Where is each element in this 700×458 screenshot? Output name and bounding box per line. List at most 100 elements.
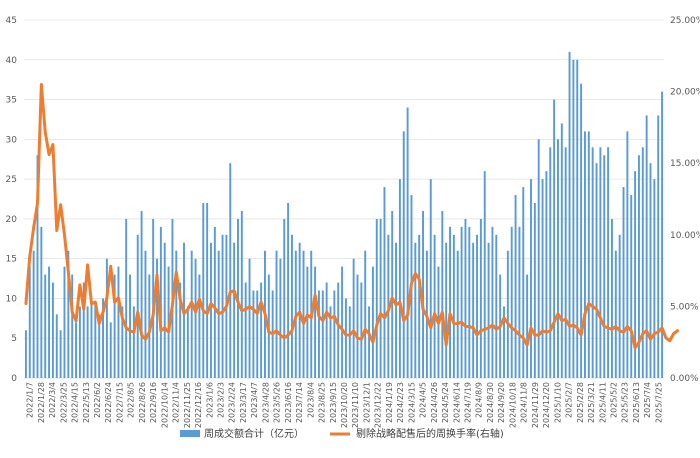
bar bbox=[398, 179, 401, 378]
left-tick-label: 5 bbox=[11, 334, 17, 344]
bar bbox=[202, 202, 205, 378]
bar bbox=[213, 226, 216, 378]
bar bbox=[383, 187, 386, 378]
left-tick-label: 0 bbox=[11, 374, 17, 384]
x-tick-label: 2022/11/25 bbox=[183, 382, 192, 428]
bar bbox=[275, 250, 278, 378]
bar bbox=[587, 131, 590, 378]
x-tick-label: 2024/4/26 bbox=[430, 382, 439, 423]
x-tick-label: 2022/9/16 bbox=[149, 382, 158, 423]
bar bbox=[24, 330, 27, 378]
bar bbox=[591, 147, 594, 378]
right-tick-label: 10.00% bbox=[670, 231, 700, 241]
legend-bar-swatch bbox=[180, 430, 200, 437]
bar bbox=[526, 274, 529, 378]
x-tick-label: 2025/5/23 bbox=[621, 382, 630, 423]
bar bbox=[144, 250, 147, 378]
x-tick-label: 2023/4/28 bbox=[261, 382, 270, 423]
left-tick-label: 30 bbox=[6, 135, 18, 145]
bar bbox=[314, 266, 317, 378]
x-tick-label: 2024/1/19 bbox=[385, 382, 394, 423]
left-tick-label: 10 bbox=[6, 294, 18, 304]
x-tick-label: 2025/2/7 bbox=[565, 382, 574, 418]
x-tick-label: 2025/6/13 bbox=[632, 382, 641, 423]
legend-line-label: 剔除战略配售后的周换手率(右轴) bbox=[356, 427, 504, 440]
bar bbox=[645, 115, 648, 378]
x-tick-label: 2025/2/28 bbox=[576, 382, 585, 423]
bar bbox=[468, 226, 471, 378]
bar bbox=[102, 298, 104, 378]
bar bbox=[564, 147, 567, 378]
bar bbox=[48, 266, 51, 378]
bar bbox=[152, 218, 155, 378]
x-tick-label: 2022/6/2 bbox=[93, 382, 102, 418]
right-tick-label: 25.00% bbox=[670, 16, 700, 26]
bar bbox=[283, 218, 286, 378]
x-tick-label: 2022/6/24 bbox=[104, 382, 113, 423]
x-tick-label: 2022/10/14 bbox=[160, 382, 169, 428]
bar bbox=[229, 163, 232, 378]
bar bbox=[395, 242, 398, 378]
x-tick-label: 2023/4/7 bbox=[250, 382, 259, 418]
bar bbox=[418, 234, 421, 378]
bar bbox=[522, 187, 525, 378]
bar bbox=[545, 171, 548, 378]
bar bbox=[464, 218, 467, 378]
x-tick-label: 2024/11/8 bbox=[520, 382, 529, 423]
x-tick-label: 2023/10/20 bbox=[340, 382, 349, 428]
x-tick-label: 2023/1/6 bbox=[205, 382, 214, 418]
bar bbox=[198, 274, 201, 378]
bar bbox=[649, 163, 652, 378]
x-tick-label: 2022/1/28 bbox=[37, 382, 46, 423]
bar bbox=[194, 258, 197, 378]
left-tick-label: 40 bbox=[6, 56, 18, 66]
bar bbox=[175, 250, 178, 378]
bar bbox=[557, 139, 559, 378]
bar bbox=[533, 202, 536, 378]
bar bbox=[614, 250, 617, 378]
bar bbox=[576, 59, 579, 379]
bar bbox=[86, 306, 89, 378]
bar bbox=[136, 234, 139, 378]
bar bbox=[129, 274, 131, 378]
x-tick-label: 2024/11/29 bbox=[531, 382, 540, 428]
bar bbox=[252, 290, 255, 378]
x-tick-label: 2024/8/30 bbox=[486, 382, 495, 423]
bar bbox=[360, 282, 363, 378]
bar bbox=[63, 266, 66, 378]
bar bbox=[44, 274, 47, 378]
x-tick-label: 2025/4/11 bbox=[598, 382, 607, 423]
bar bbox=[98, 314, 101, 378]
x-tick-label: 2023/5/26 bbox=[273, 382, 282, 423]
bar bbox=[630, 195, 633, 378]
bar bbox=[287, 202, 290, 378]
bar bbox=[603, 155, 606, 378]
bar bbox=[371, 266, 374, 378]
bar bbox=[132, 306, 135, 378]
bar bbox=[580, 83, 583, 379]
legend-bar-label: 周成交额合计（亿元） bbox=[204, 427, 304, 440]
bar bbox=[530, 179, 532, 378]
bar bbox=[553, 99, 556, 379]
bar bbox=[302, 250, 305, 378]
x-tick-label: 2023/3/17 bbox=[239, 382, 248, 423]
x-tick-label: 2023/9/15 bbox=[329, 382, 338, 423]
bar bbox=[221, 234, 224, 378]
bar bbox=[560, 123, 563, 378]
left-tick-label: 15 bbox=[6, 255, 17, 265]
bar bbox=[210, 242, 212, 378]
bar bbox=[90, 298, 93, 378]
bar bbox=[260, 282, 263, 378]
bar bbox=[634, 171, 637, 378]
bar bbox=[121, 306, 124, 378]
bar bbox=[506, 250, 509, 378]
left-tick-label: 25 bbox=[6, 175, 17, 185]
bar bbox=[402, 131, 405, 378]
bar bbox=[460, 226, 463, 378]
right-axis-ticks: 0.00% 5.00% 10.00% 15.00% 20.00% 25.00% bbox=[670, 16, 700, 384]
bar bbox=[653, 179, 656, 378]
bar bbox=[306, 266, 309, 378]
x-tick-label: 2023/12/22 bbox=[374, 382, 383, 428]
bar bbox=[406, 107, 409, 378]
bar bbox=[82, 282, 85, 378]
